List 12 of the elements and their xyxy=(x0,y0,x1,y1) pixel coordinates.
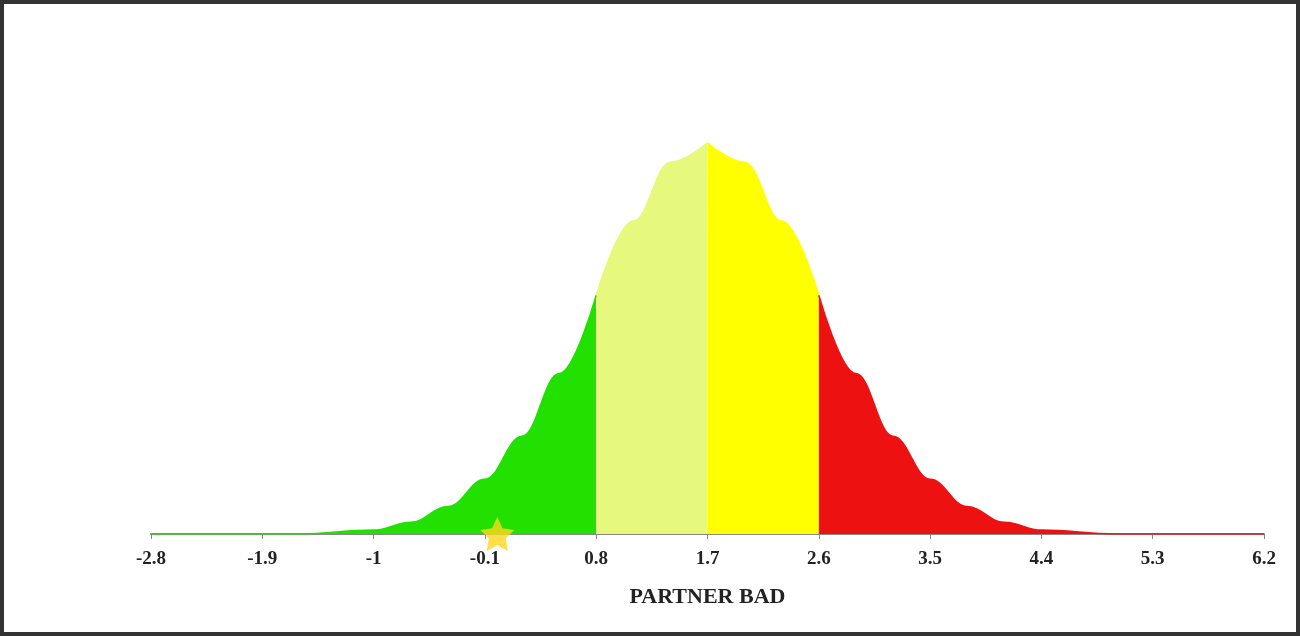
x-tick-label: 5.3 xyxy=(1140,547,1165,568)
x-tick-label: -1.9 xyxy=(247,547,278,568)
x-axis-title: PARTNER BAD xyxy=(629,582,786,608)
x-tick-label: 4.4 xyxy=(1029,547,1054,568)
x-tick-label: -0.1 xyxy=(469,547,500,568)
x-tick-label: -2.8 xyxy=(135,547,167,568)
x-tick-label: 6.2 xyxy=(1252,547,1276,568)
x-tick-label: 1.7 xyxy=(695,547,720,568)
x-tick-label: 2.6 xyxy=(806,547,831,568)
x-tick-label: 3.5 xyxy=(918,547,942,568)
x-tick-label: -1 xyxy=(365,547,382,568)
x-tick-label: 0.8 xyxy=(584,547,609,568)
